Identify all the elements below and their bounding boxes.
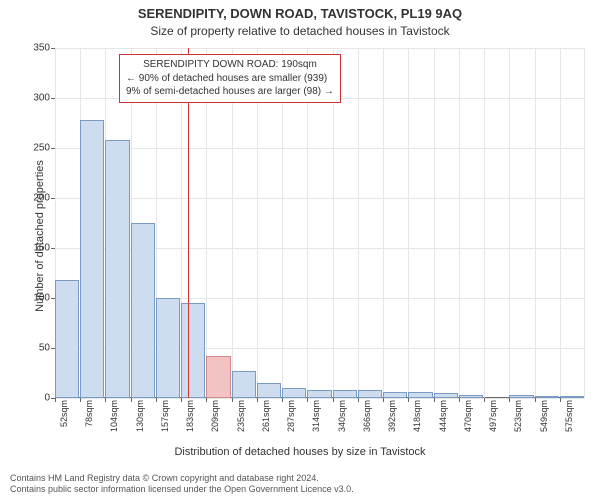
gridline-v: [484, 48, 485, 398]
xtick-mark: [408, 398, 409, 402]
y-axis-label: Number of detached properties: [34, 136, 46, 336]
xtick-label: 575sqm: [564, 400, 574, 432]
histogram-bar: [282, 388, 306, 398]
xtick-mark: [434, 398, 435, 402]
histogram-bar: [156, 298, 180, 398]
gridline-h: [55, 398, 585, 399]
xtick-label: 418sqm: [412, 400, 422, 432]
xtick-label: 366sqm: [362, 400, 372, 432]
xtick-mark: [55, 398, 56, 402]
xtick-label: 209sqm: [210, 400, 220, 432]
ytick-label: 350: [10, 43, 50, 54]
xtick-label: 157sqm: [160, 400, 170, 432]
xtick-mark: [206, 398, 207, 402]
histogram-bar: [232, 371, 256, 398]
xtick-mark: [358, 398, 359, 402]
histogram-bar: [434, 393, 458, 398]
histogram-bar: [333, 390, 357, 398]
xtick-label: 340sqm: [337, 400, 347, 432]
histogram-bar: [257, 383, 281, 398]
xtick-mark: [307, 398, 308, 402]
gridline-v: [434, 48, 435, 398]
ytick-label: 50: [10, 343, 50, 354]
histogram-bar: [535, 396, 559, 398]
histogram-bar: [80, 120, 104, 398]
xtick-label: 497sqm: [488, 400, 498, 432]
xtick-label: 78sqm: [84, 400, 94, 427]
gridline-v: [358, 48, 359, 398]
histogram-bar: [307, 390, 331, 398]
credits-line-2: Contains public sector information licen…: [10, 484, 354, 496]
histogram-bar: [459, 395, 483, 398]
ytick-label: 200: [10, 193, 50, 204]
xtick-mark: [535, 398, 536, 402]
xtick-mark: [509, 398, 510, 402]
x-axis-label: Distribution of detached houses by size …: [0, 446, 600, 458]
xtick-mark: [560, 398, 561, 402]
xtick-mark: [232, 398, 233, 402]
histogram-bar: [383, 392, 407, 398]
histogram-bar: [105, 140, 129, 398]
gridline-v: [509, 48, 510, 398]
xtick-label: 549sqm: [539, 400, 549, 432]
gridline-v: [383, 48, 384, 398]
xtick-label: 130sqm: [135, 400, 145, 432]
xtick-mark: [181, 398, 182, 402]
ytick-label: 100: [10, 293, 50, 304]
annotation-line: SERENDIPITY DOWN ROAD: 190sqm: [126, 58, 334, 72]
annotation-box: SERENDIPITY DOWN ROAD: 190sqm← 90% of de…: [119, 54, 341, 103]
xtick-mark: [333, 398, 334, 402]
xtick-label: 444sqm: [438, 400, 448, 432]
xtick-mark: [257, 398, 258, 402]
gridline-v: [535, 48, 536, 398]
xtick-label: 104sqm: [109, 400, 119, 432]
xtick-label: 183sqm: [185, 400, 195, 432]
gridline-h: [55, 148, 585, 149]
histogram-bar: [181, 303, 205, 398]
gridline-v: [584, 48, 585, 398]
ytick-label: 0: [10, 393, 50, 404]
xtick-label: 470sqm: [463, 400, 473, 432]
histogram-bar: [55, 280, 79, 398]
xtick-mark: [383, 398, 384, 402]
xtick-mark: [156, 398, 157, 402]
credits-line-1: Contains HM Land Registry data © Crown c…: [10, 473, 354, 485]
gridline-v: [408, 48, 409, 398]
xtick-label: 523sqm: [513, 400, 523, 432]
annotation-line: 9% of semi-detached houses are larger (9…: [126, 85, 334, 99]
gridline-v: [560, 48, 561, 398]
histogram-bar: [560, 396, 584, 398]
histogram-bar: [206, 356, 230, 398]
histogram-bar: [509, 395, 533, 398]
histogram-bar: [408, 392, 432, 398]
ytick-label: 300: [10, 93, 50, 104]
histogram-bar: [131, 223, 155, 398]
xtick-mark: [105, 398, 106, 402]
xtick-mark: [459, 398, 460, 402]
xtick-mark: [80, 398, 81, 402]
chart-area: 05010015020025030035052sqm78sqm104sqm130…: [55, 48, 585, 398]
xtick-mark: [484, 398, 485, 402]
gridline-h: [55, 48, 585, 49]
credits: Contains HM Land Registry data © Crown c…: [10, 473, 354, 496]
ytick-label: 150: [10, 243, 50, 254]
xtick-label: 235sqm: [236, 400, 246, 432]
xtick-label: 287sqm: [286, 400, 296, 432]
page-title: SERENDIPITY, DOWN ROAD, TAVISTOCK, PL19 …: [0, 6, 600, 21]
ytick-label: 250: [10, 143, 50, 154]
gridline-v: [459, 48, 460, 398]
xtick-mark: [282, 398, 283, 402]
annotation-line: ← 90% of detached houses are smaller (93…: [126, 72, 334, 86]
xtick-label: 261sqm: [261, 400, 271, 432]
histogram-bar: [358, 390, 382, 398]
xtick-label: 314sqm: [311, 400, 321, 432]
gridline-h: [55, 198, 585, 199]
xtick-label: 392sqm: [387, 400, 397, 432]
page-subtitle: Size of property relative to detached ho…: [0, 24, 600, 38]
xtick-mark: [131, 398, 132, 402]
xtick-label: 52sqm: [59, 400, 69, 427]
